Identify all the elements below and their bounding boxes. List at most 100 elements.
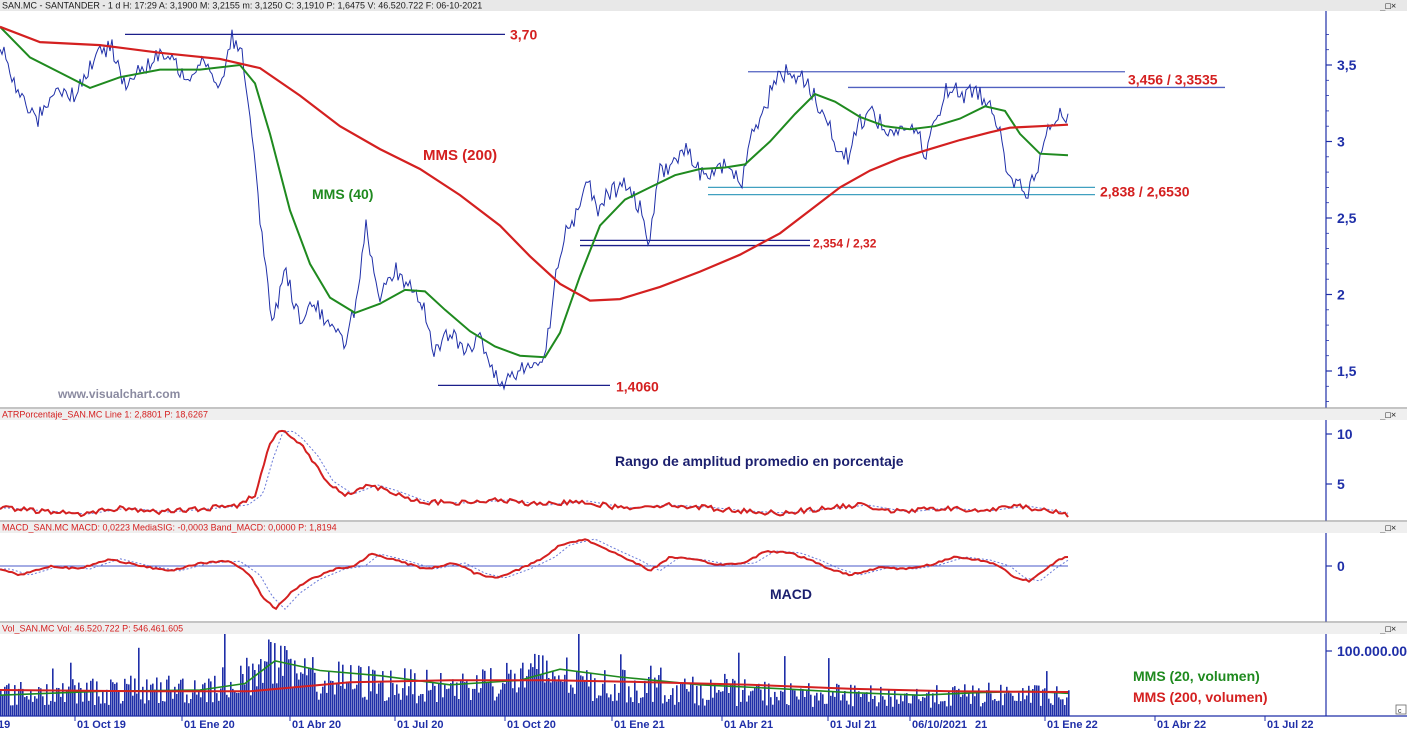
volume-bar xyxy=(462,673,464,716)
volume-bar xyxy=(776,696,778,716)
volume-bar xyxy=(774,691,776,716)
volume-bar xyxy=(122,701,124,716)
volume-bar xyxy=(984,701,986,716)
volume-bar xyxy=(452,679,454,716)
label-mms200: MMS (200) xyxy=(423,147,497,164)
price-panel-controls[interactable]: _□× xyxy=(1380,2,1396,12)
volume-bar xyxy=(282,675,284,716)
volume-bar xyxy=(866,692,868,716)
volume-bar xyxy=(926,693,928,716)
volume-bar xyxy=(336,683,338,716)
volume-bar xyxy=(54,701,56,716)
volume-bar xyxy=(1066,697,1068,716)
volume-bar xyxy=(872,699,874,716)
volume-bar xyxy=(50,700,52,716)
volume-bar xyxy=(286,650,288,716)
label-3-456-3-3535: 3,456 / 3,3535 xyxy=(1128,72,1218,88)
volume-bar xyxy=(374,670,376,716)
volume-bar xyxy=(118,691,120,716)
volume-bar xyxy=(672,688,674,716)
atr-y-tick-label: 10 xyxy=(1337,426,1353,442)
volume-bar xyxy=(332,681,334,716)
volume-bar xyxy=(602,683,604,716)
volume-bar xyxy=(690,683,692,716)
date-tick-label: 01 Jul 22 xyxy=(1267,719,1313,729)
volume-bar xyxy=(470,700,472,716)
volume-bar xyxy=(840,700,842,716)
volume-bar xyxy=(912,694,914,716)
date-tick-label: 01 Ene 21 xyxy=(614,719,665,729)
volume-bar xyxy=(1024,699,1026,716)
volume-bar xyxy=(1040,705,1042,716)
volume-bar xyxy=(946,706,948,716)
volume-bar xyxy=(814,695,816,716)
volume-bar xyxy=(852,706,854,716)
volume-bar xyxy=(578,634,580,716)
volume-bar xyxy=(720,691,722,716)
volume-bar xyxy=(1018,692,1020,716)
volume-bar xyxy=(424,701,426,716)
price-support-resistance-lines xyxy=(125,33,1225,387)
volume-bar xyxy=(664,695,666,716)
volume-panel[interactable]: Vol_SAN.MC Vol: 46.520.722 P: 546.461.60… xyxy=(0,621,1407,716)
date-tick-label: 06/10/2021 xyxy=(912,719,967,729)
volume-bar xyxy=(534,653,536,716)
volume-bar xyxy=(90,680,92,716)
volume-bar xyxy=(616,700,618,716)
volume-bar xyxy=(384,701,386,716)
volume-bar xyxy=(608,697,610,716)
volume-bar xyxy=(196,694,198,716)
volume-bar xyxy=(276,683,278,716)
volume-bar xyxy=(620,654,622,716)
volume-bar xyxy=(1022,688,1024,716)
volume-bar xyxy=(94,705,96,716)
volume-bar xyxy=(706,699,708,716)
volume-bar xyxy=(928,691,930,716)
volume-mms20-line xyxy=(0,659,1069,697)
price-series-line xyxy=(0,29,1069,391)
volume-bar xyxy=(856,691,858,716)
volume-bar xyxy=(390,670,392,716)
volume-bar xyxy=(522,662,524,716)
label-2-354-2-32: 2,354 / 2,32 xyxy=(813,237,877,251)
volume-bar xyxy=(930,707,932,716)
volume-bar xyxy=(564,674,566,716)
volume-bar xyxy=(106,689,108,716)
volume-bar xyxy=(410,669,412,716)
volume-corner-badge[interactable] xyxy=(1395,704,1407,715)
volume-bar xyxy=(1062,699,1064,716)
volume-bar xyxy=(562,682,564,716)
volume-panel-controls[interactable]: _□× xyxy=(1380,625,1396,635)
date-ticks: 19 01 Oct 19 01 Ene 20 01 Abr 20 01 Jul 20 01… xyxy=(0,716,1313,729)
volume-bar xyxy=(860,697,862,716)
volume-bar xyxy=(102,691,104,716)
atr-panel-controls[interactable]: _□× xyxy=(1380,411,1396,421)
volume-bar xyxy=(804,697,806,716)
volume-bar xyxy=(806,691,808,716)
price-y-tick-label: 3 xyxy=(1337,134,1345,150)
volume-bar xyxy=(338,661,340,716)
price-y-axis: 3,5 3 2,5 2 1,5 xyxy=(1326,34,1357,403)
macd-panel[interactable]: MACD_SAN.MC MACD: 0,0223 MediaSIG: -0,00… xyxy=(0,520,1407,622)
macd-panel-controls[interactable]: _□× xyxy=(1380,524,1396,534)
price-panel[interactable]: SAN.MC - SANTANDER - 1 d H: 17:29 A: 3,1… xyxy=(0,0,1407,408)
volume-bar xyxy=(1036,685,1038,716)
volume-bar xyxy=(170,690,172,716)
volume-bar xyxy=(364,696,366,716)
volume-bar xyxy=(34,696,36,716)
volume-bar xyxy=(436,702,438,716)
atr-panel[interactable]: ATRPorcentaje_SAN.MC Line 1: 2,8801 P: 1… xyxy=(0,407,1407,521)
volume-bar xyxy=(26,696,28,716)
volume-bar xyxy=(508,673,510,716)
volume-bar xyxy=(1010,693,1012,716)
volume-bar xyxy=(642,697,644,716)
volume-bar xyxy=(838,684,840,716)
volume-bar xyxy=(934,702,936,716)
volume-bar xyxy=(6,685,8,716)
volume-bar xyxy=(790,683,792,716)
volume-bar xyxy=(1044,688,1046,716)
volume-bar xyxy=(348,682,350,716)
volume-bar xyxy=(74,685,76,716)
